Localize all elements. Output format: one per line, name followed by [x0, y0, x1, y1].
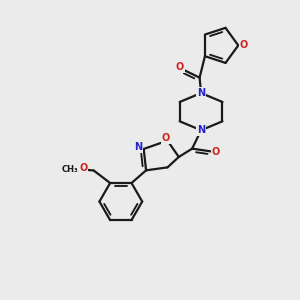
Text: CH₃: CH₃: [62, 164, 78, 173]
Text: N: N: [197, 88, 205, 98]
Text: O: O: [176, 62, 184, 72]
Text: N: N: [197, 125, 205, 135]
Text: O: O: [212, 147, 220, 157]
Text: O: O: [162, 133, 170, 142]
Text: O: O: [79, 163, 88, 173]
Text: O: O: [239, 40, 248, 50]
Text: N: N: [134, 142, 142, 152]
